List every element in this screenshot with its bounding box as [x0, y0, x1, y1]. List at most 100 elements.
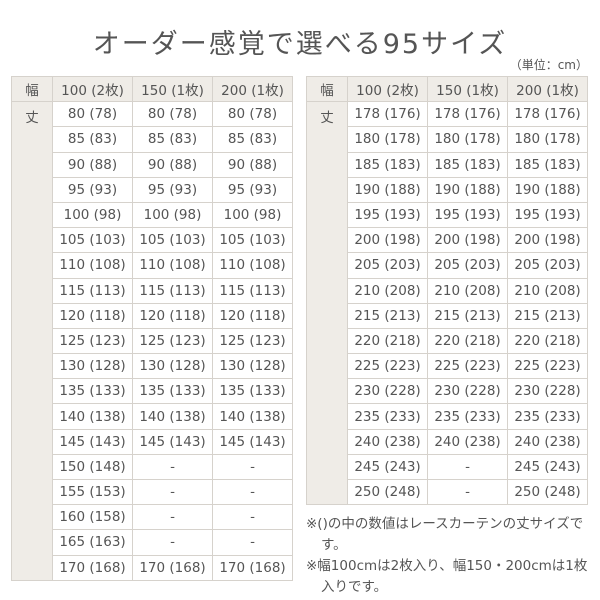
size-cell: 165 (163) — [52, 529, 133, 556]
table-row: 85 (83) 85 (83) 85 (83) — [12, 126, 293, 153]
note: ※()の中の数値はレースカーテンの丈サイズです。 — [306, 516, 584, 553]
size-cell: 225 (223) — [427, 353, 508, 380]
size-cell: 210 (208) — [507, 277, 588, 304]
size-cell: 155 (153) — [52, 478, 133, 506]
size-cell: 230 (228) — [347, 378, 428, 405]
page-title: オーダー感覚で選べる95サイズ — [92, 29, 508, 60]
size-cell: 125 (123) — [52, 327, 133, 355]
column-header: 150 (1枚) — [132, 75, 213, 103]
table-row: 110 (108) 110 (108) 110 (108) — [12, 252, 293, 279]
size-cell: 210 (208) — [347, 277, 428, 304]
size-cell: 90 (88) — [132, 151, 213, 178]
width-header: 幅 — [11, 75, 53, 103]
size-cell: 120 (118) — [212, 302, 293, 329]
size-cell: 125 (123) — [212, 327, 293, 355]
size-cell: 178 (176) — [427, 101, 508, 128]
table-row: 215 (213) 215 (213) 215 (213) — [307, 302, 588, 329]
size-cell: 135 (133) — [212, 378, 293, 405]
size-cell: 160 (158) — [52, 504, 133, 531]
size-cell: 220 (218) — [427, 327, 508, 355]
size-cell: 215 (213) — [507, 302, 588, 329]
table-row: 185 (183) 185 (183) 185 (183) — [307, 151, 588, 178]
size-cell: 245 (243) — [347, 453, 428, 481]
size-cell: 178 (176) — [507, 101, 588, 128]
table-row: 100 (98) 100 (98) 100 (98) — [12, 201, 293, 229]
size-cell: 180 (178) — [427, 126, 508, 153]
size-cell: - — [212, 504, 293, 531]
size-cell: 200 (198) — [427, 227, 508, 254]
size-cell: 140 (138) — [132, 403, 213, 430]
note: ※幅100cmは2枚入り、幅150・200cmは1枚入りです。 — [306, 558, 588, 595]
size-table-right: 幅 100 (2枚) 150 (1枚) 200 (1枚) 丈 178 (176) 1… — [306, 75, 588, 506]
size-cell: 95 (93) — [132, 176, 213, 203]
size-cell: 250 (248) — [347, 478, 428, 506]
size-cell: 235 (233) — [347, 403, 428, 430]
size-cell: - — [132, 504, 213, 531]
size-cell: 135 (133) — [132, 378, 213, 405]
table-row: 95 (93) 95 (93) 95 (93) — [12, 176, 293, 203]
size-cell: 195 (193) — [507, 201, 588, 229]
size-cell: 185 (183) — [507, 151, 588, 178]
size-cell: 80 (78) — [212, 101, 293, 128]
size-cell: 105 (103) — [212, 227, 293, 254]
table-row: 丈 178 (176) 178 (176) 178 (176) — [306, 101, 588, 506]
table-row: 220 (218) 220 (218) 220 (218) — [307, 327, 588, 355]
size-cell: 240 (238) — [347, 428, 428, 455]
size-cell: - — [212, 453, 293, 481]
width-header: 幅 — [306, 75, 348, 103]
table-row: 205 (203) 205 (203) 205 (203) — [307, 252, 588, 279]
size-cell: 215 (213) — [347, 302, 428, 329]
size-cell: 145 (143) — [212, 428, 293, 455]
size-cell: 170 (168) — [52, 554, 133, 581]
size-cell: 145 (143) — [52, 428, 133, 455]
table-row: 150 (148) - - — [12, 453, 293, 481]
size-cell: 120 (118) — [132, 302, 213, 329]
size-cell: 130 (128) — [132, 353, 213, 380]
size-cell: 110 (108) — [52, 252, 133, 279]
size-cell: 120 (118) — [52, 302, 133, 329]
size-cell: 195 (193) — [427, 201, 508, 229]
size-cell: 190 (188) — [507, 176, 588, 203]
table-row: 235 (233) 235 (233) 235 (233) — [307, 403, 588, 430]
table-row: 225 (223) 225 (223) 225 (223) — [307, 353, 588, 380]
size-cell: 145 (143) — [132, 428, 213, 455]
size-cell: 100 (98) — [132, 201, 213, 229]
size-cell: 225 (223) — [347, 353, 428, 380]
table-row: 210 (208) 210 (208) 210 (208) — [307, 277, 588, 304]
size-cell: 90 (88) — [212, 151, 293, 178]
table-row: 170 (168) 170 (168) 170 (168) — [12, 554, 293, 581]
table-row: 90 (88) 90 (88) 90 (88) — [12, 151, 293, 178]
length-header: 丈 — [306, 101, 348, 506]
column-header: 200 (1枚) — [212, 75, 293, 103]
size-cell: 225 (223) — [507, 353, 588, 380]
size-cell: 205 (203) — [347, 252, 428, 279]
size-cell: 200 (198) — [347, 227, 428, 254]
table-row: 135 (133) 135 (133) 135 (133) — [12, 378, 293, 405]
table-row: 丈 80 (78) 80 (78) 80 (78) — [11, 101, 293, 581]
size-cell: 105 (103) — [52, 227, 133, 254]
size-cell: - — [212, 529, 293, 556]
notes: ※()の中の数値はレースカーテンの丈サイズです。 ※幅100cmは2枚入り、幅1… — [306, 514, 600, 598]
size-cell: 180 (178) — [347, 126, 428, 153]
column-header: 150 (1枚) — [427, 75, 508, 103]
size-cell: 235 (233) — [427, 403, 508, 430]
table-row: 245 (243) -245 (243) — [307, 453, 588, 481]
size-cell: 85 (83) — [212, 126, 293, 153]
size-cell: 110 (108) — [212, 252, 293, 279]
size-cell: 80 (78) — [52, 101, 133, 128]
size-cell: 185 (183) — [347, 151, 428, 178]
table-row: 115 (113) 115 (113) 115 (113) — [12, 277, 293, 304]
size-cell: 178 (176) — [347, 101, 428, 128]
size-cell: 85 (83) — [52, 126, 133, 153]
table-row: 240 (238) 240 (238) 240 (238) — [307, 428, 588, 455]
size-cell: 220 (218) — [507, 327, 588, 355]
table-row: 165 (163) - - — [12, 529, 293, 556]
size-cell: - — [132, 478, 213, 506]
size-cell: 230 (228) — [427, 378, 508, 405]
size-cell: 130 (128) — [212, 353, 293, 380]
size-cell: 235 (233) — [507, 403, 588, 430]
header-row: 幅 100 (2枚) 150 (1枚) 200 (1枚) — [306, 75, 588, 103]
size-cell: 85 (83) — [132, 126, 213, 153]
size-cell: 95 (93) — [52, 176, 133, 203]
size-cell: - — [212, 478, 293, 506]
